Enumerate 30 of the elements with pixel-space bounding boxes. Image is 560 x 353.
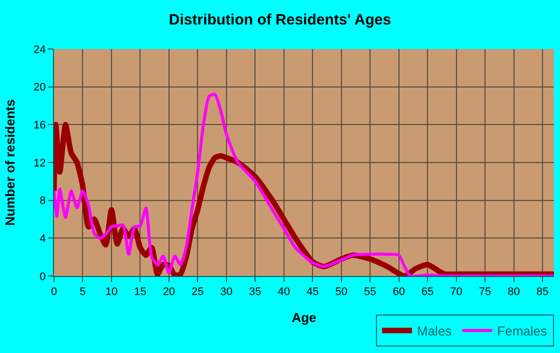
y-tick-label: 20: [34, 82, 46, 94]
y-tick-label: 24: [34, 44, 46, 56]
x-tick-label: 40: [278, 286, 290, 298]
y-tick-label: 0: [40, 270, 46, 283]
x-tick-label: 50: [335, 286, 348, 298]
x-tick-label: 10: [105, 286, 118, 298]
y-tick-label: 16: [34, 120, 46, 132]
x-tick-label: 20: [162, 286, 176, 298]
y-tick-label: 8: [40, 195, 46, 208]
x-axis-title: Age: [292, 310, 316, 325]
x-tick-label: 5: [80, 286, 86, 298]
y-axis-title: Number of residents: [2, 99, 18, 226]
x-tick-label: 30: [220, 286, 233, 298]
x-tick-label: 45: [306, 286, 319, 298]
y-tick-label: 12: [34, 157, 46, 170]
y-tick-label: 4: [40, 233, 46, 246]
x-tick-label: 55: [364, 286, 376, 298]
x-tick-label: 25: [192, 286, 204, 298]
chart-title: Distribution of Residents' Ages: [168, 12, 392, 29]
x-tick-label: 70: [450, 286, 462, 298]
x-tick-label: 65: [421, 286, 434, 298]
legend-label: Females: [497, 324, 548, 339]
x-tick-label: 0: [50, 286, 58, 298]
x-tick-label: 35: [249, 286, 262, 298]
x-tick-label: 85: [536, 286, 549, 298]
x-tick-label: 15: [134, 286, 146, 298]
x-tick-label: 80: [508, 286, 520, 298]
legend-label: Males: [417, 324, 452, 339]
x-tick-label: 60: [392, 286, 405, 298]
x-tick-label: 75: [478, 286, 492, 298]
